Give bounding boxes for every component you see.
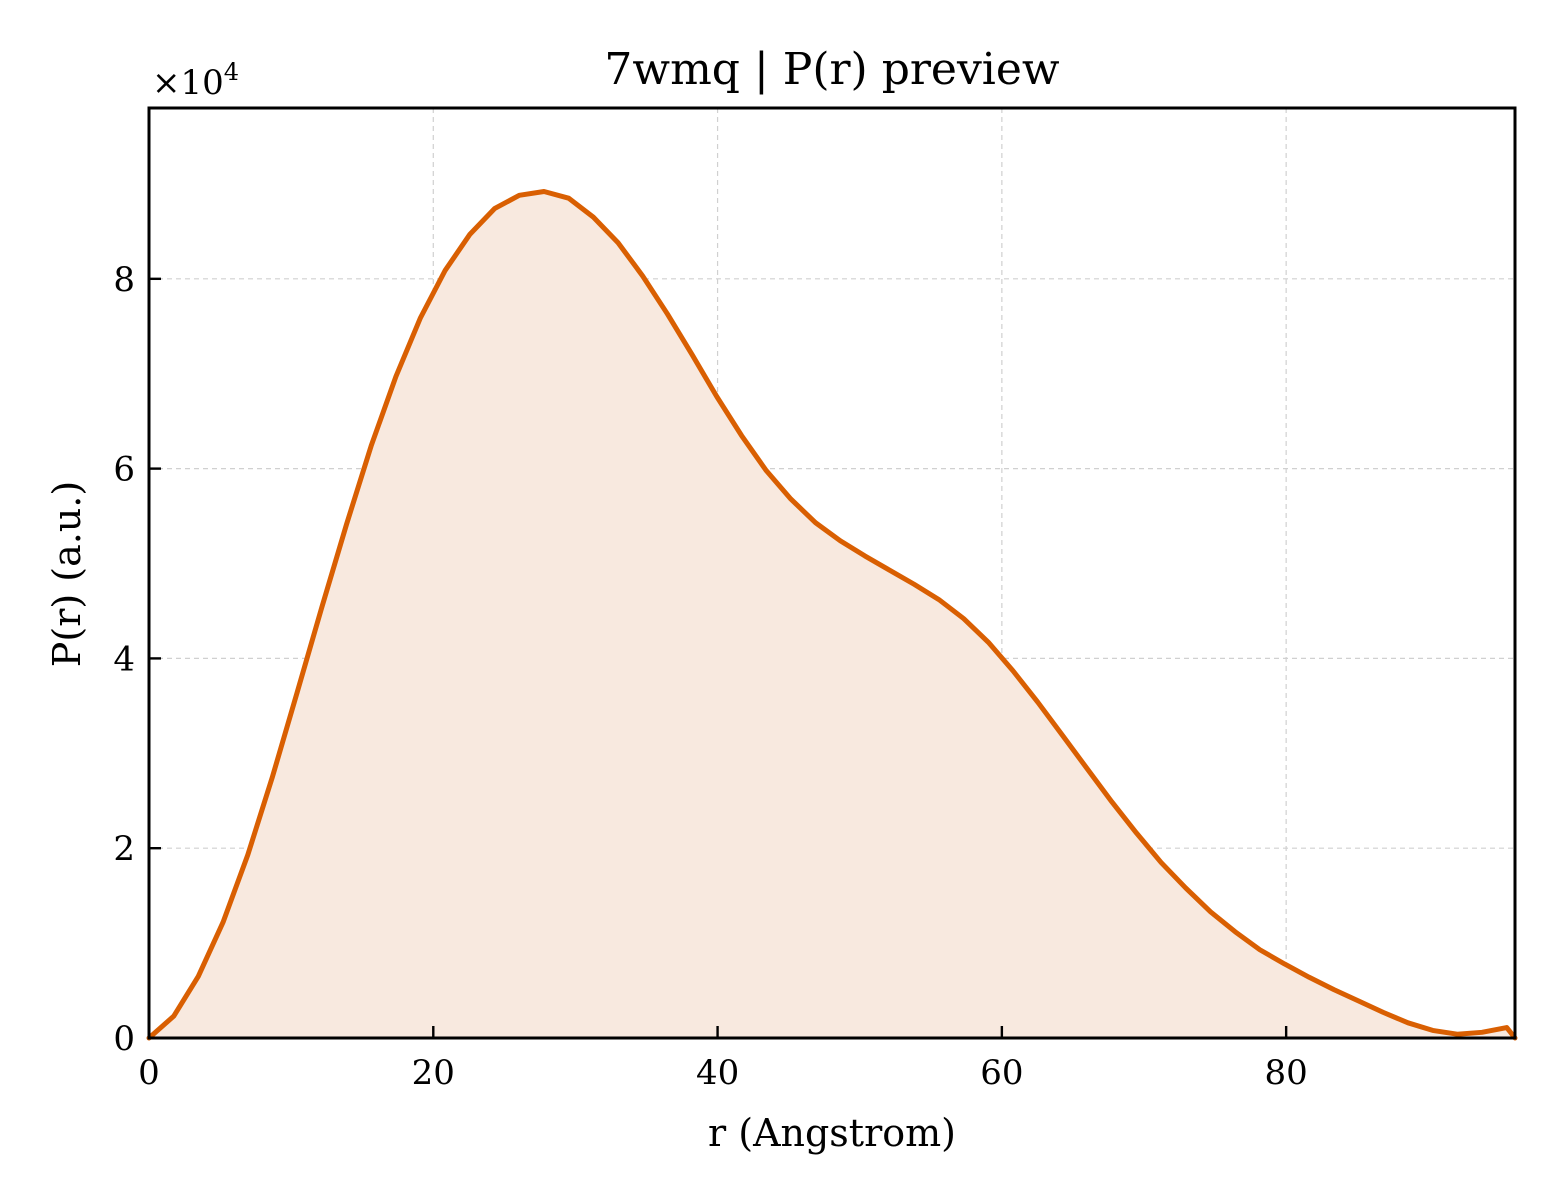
plot-frame	[147, 106, 1517, 1040]
y-axis-multiplier: ×104	[152, 58, 239, 103]
chart-title: 7wmq | P(r) preview	[604, 44, 1060, 95]
x-axis-label: r (Angstrom)	[708, 1111, 956, 1155]
y-axis-multiplier-base: ×10	[152, 63, 224, 103]
plot-area	[146, 189, 1518, 1041]
series-line-0	[146, 189, 1518, 1041]
y-tick-label-2: 4	[113, 639, 135, 679]
x-tick-label-1: 20	[412, 1053, 455, 1093]
x-tick-label-4: 80	[1265, 1053, 1308, 1093]
series-area-fill-0	[149, 191, 1515, 1038]
y-axis-label: P(r) (a.u.)	[45, 481, 89, 667]
y-tick-label-3: 6	[113, 450, 135, 490]
x-tick-label-0: 0	[138, 1053, 160, 1093]
y-tick-label-1: 2	[113, 829, 135, 869]
tick-labels: 0 20 40 60 80 0 2 4 6 8	[113, 260, 1307, 1093]
x-tick-label-3: 60	[980, 1053, 1023, 1093]
y-tick-label-4: 8	[113, 260, 135, 300]
y-tick-label-0: 0	[113, 1019, 135, 1059]
x-tick-label-2: 40	[696, 1053, 739, 1093]
y-axis-multiplier-exponent: 4	[224, 58, 239, 86]
